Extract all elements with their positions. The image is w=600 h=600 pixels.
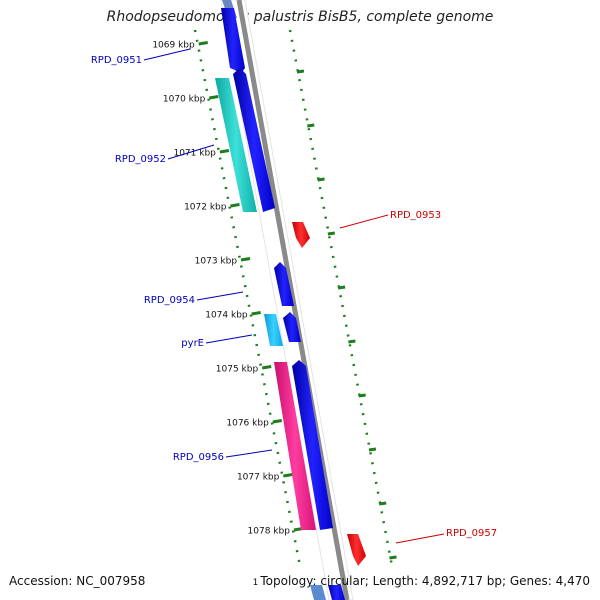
topology-label: Topology: circular; Length: 4,892,717 bp…	[260, 574, 590, 588]
ruler-tick	[230, 203, 240, 208]
gene-leader-line	[196, 291, 244, 301]
ruler-tick-right	[389, 555, 397, 560]
ruler-tick-right	[327, 231, 336, 236]
gene-arrow-rpd-0955	[283, 312, 301, 342]
ruler-line-right	[288, 29, 394, 567]
genome-stats: 1 Topology: circular; Length: 4,892,717 b…	[253, 574, 590, 588]
ruler-label: 1070 kbp	[163, 95, 206, 105]
gene-leader-line	[395, 533, 445, 544]
ruler-tick-right	[337, 285, 346, 290]
ruler-tick-right	[317, 177, 325, 182]
gene-label: RPD_0957	[446, 528, 497, 539]
gene-arrow-next-b	[328, 585, 345, 600]
ruler-tick	[272, 419, 283, 424]
gene-arrow-rpd-0952-blue	[233, 68, 275, 212]
gene-leader-line	[167, 144, 215, 160]
ruler-label: 1077 kbp	[237, 473, 280, 483]
gene-arrow-rpd-0951	[221, 8, 245, 75]
ruler: 1069 kbp 1070 kbp 1071 kbp 1072 kbp 1073 kbp…	[152, 41, 397, 560]
ruler-label: 1075 kbp	[216, 365, 259, 375]
ruler-line-left	[193, 29, 302, 567]
gene-arrow-rpd-0956-magenta	[274, 362, 316, 530]
gene-label: RPD_0952	[115, 154, 166, 165]
gene-arrow-next-a	[310, 585, 326, 600]
gene-label: pyrE	[181, 338, 204, 349]
gene-label: RPD_0953	[390, 210, 441, 221]
genome-title: Rhodopseudomonas palustris BisB5, comple…	[106, 9, 494, 25]
gene-features	[215, 0, 366, 600]
gene-leader-line	[225, 449, 273, 458]
ruler-tick-right	[358, 393, 366, 398]
gene-arrow-rpd-0952-cyan	[215, 78, 257, 212]
gene-arrow-pyre	[264, 314, 283, 346]
gene-arrow-rpd-0953	[292, 222, 310, 248]
gene-arrow-rpd-0957	[347, 534, 366, 566]
ruler-label: 1069 kbp	[152, 41, 195, 51]
gene-arrow-rpd-0954	[274, 262, 294, 306]
ruler-tick	[198, 41, 208, 46]
ruler-tick	[219, 149, 230, 154]
gene-label: RPD_0954	[144, 295, 195, 306]
position-marker: 1	[252, 578, 259, 588]
ruler-label: 1073 kbp	[195, 257, 238, 267]
gene-arrow-rpd-0956-blue	[292, 360, 333, 530]
backbone-line	[236, 0, 350, 600]
gene-leader-line	[339, 214, 389, 229]
ruler-tick-right	[368, 447, 377, 452]
ruler-tick	[283, 473, 293, 478]
ruler-tick	[251, 311, 261, 316]
gene-label: RPD_0951	[91, 55, 142, 66]
ruler-tick-right	[296, 69, 305, 74]
gene-labels: RPD_0951 RPD_0952 RPD_0953 RPD_0954 pyrE RPD_…	[91, 48, 497, 544]
ruler-tick	[209, 95, 219, 100]
ruler-label: 1071 kbp	[173, 149, 216, 159]
ruler-tick-right	[348, 339, 356, 344]
ruler-label: 1076 kbp	[226, 419, 269, 429]
ruler-label: 1072 kbp	[184, 203, 227, 213]
ruler-label: 1074 kbp	[205, 311, 248, 321]
ruler-tick-right	[307, 123, 315, 128]
accession-label: Accession: NC_007958	[9, 574, 146, 588]
ruler-tick	[240, 257, 251, 262]
gene-leader-line	[205, 334, 253, 344]
ruler-label: 1078 kbp	[248, 527, 291, 537]
gene-label: RPD_0956	[173, 452, 224, 463]
gene-leader-line	[143, 48, 191, 61]
ruler-tick-right	[378, 501, 387, 506]
ruler-tick	[261, 365, 272, 370]
